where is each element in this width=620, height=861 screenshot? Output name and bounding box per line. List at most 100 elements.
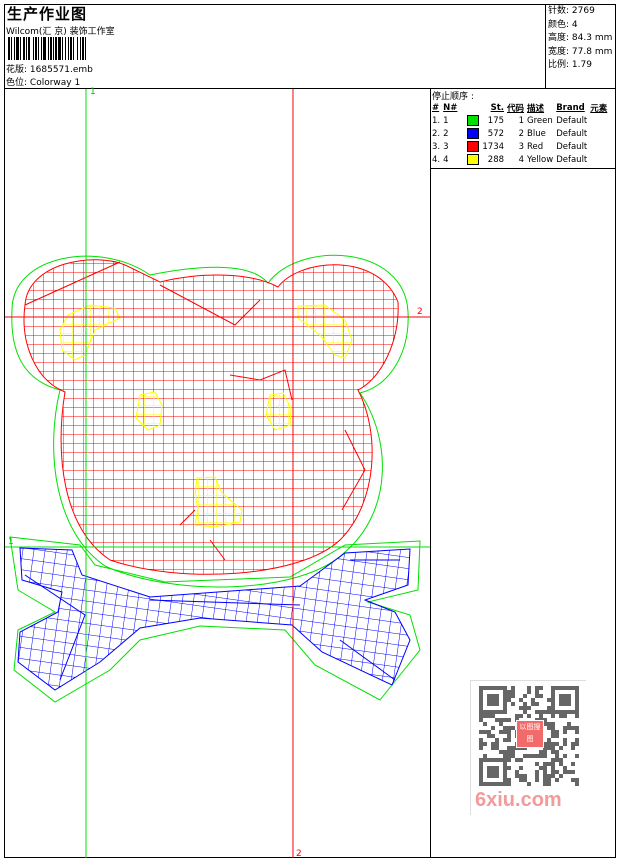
stitch-jumps-red — [24, 261, 366, 561]
qr-module — [539, 754, 543, 758]
qr-module — [571, 778, 575, 782]
qr-module — [547, 782, 551, 786]
head-outline-green — [11, 254, 409, 588]
qr-module — [567, 694, 571, 698]
row-index: 2. — [432, 128, 441, 139]
qr-module — [503, 750, 507, 754]
qr-module — [551, 722, 555, 726]
qr-module — [567, 686, 571, 690]
qr-module — [495, 770, 499, 774]
qr-module — [543, 762, 547, 766]
row-swatch — [467, 140, 482, 153]
qr-module — [535, 778, 539, 782]
qr-module — [503, 738, 507, 742]
barcode-bar — [48, 37, 49, 60]
qr-module — [523, 710, 527, 714]
qr-module — [535, 762, 539, 766]
qr-module — [503, 726, 507, 730]
qr-module — [551, 774, 555, 778]
row-index: 3. — [432, 141, 441, 152]
qr-module — [571, 686, 575, 690]
qr-module — [479, 742, 483, 746]
qr-module — [511, 754, 515, 758]
qr-module — [571, 742, 575, 746]
qr-module — [479, 706, 483, 710]
qr-module — [479, 770, 483, 774]
colorway-value: Colorway 1 — [29, 78, 81, 88]
watermark-seal: 以图搜图 — [516, 720, 544, 748]
qr-module — [563, 686, 567, 690]
qr-module — [495, 742, 499, 746]
barcode-bar — [35, 37, 37, 60]
qr-module — [551, 762, 555, 766]
col-element: 元素 — [590, 103, 608, 114]
qr-module — [559, 686, 563, 690]
qr-module — [547, 778, 551, 782]
barcode-bar — [14, 37, 15, 60]
stat-colors: 颜色: 4 — [548, 19, 612, 33]
col-index: # — [432, 102, 440, 113]
left-eye-yellow — [135, 391, 163, 431]
qr-module — [535, 774, 539, 778]
row-brand: Default — [556, 154, 588, 165]
qr-module — [527, 754, 531, 758]
qr-module — [563, 754, 567, 758]
barcode-bar — [73, 37, 74, 60]
qr-module — [551, 710, 555, 714]
qr-module — [563, 698, 567, 702]
qr-module — [503, 758, 507, 762]
qr-module — [483, 730, 487, 734]
qr-module — [479, 690, 483, 694]
qr-module — [495, 710, 499, 714]
row-code: 2 — [518, 128, 525, 139]
col-swatch — [467, 101, 482, 114]
qr-module — [551, 746, 555, 750]
qr-module — [483, 782, 487, 786]
right-ear-yellow — [297, 304, 353, 359]
qr-module — [575, 690, 579, 694]
qr-module — [575, 742, 579, 746]
qr-module — [535, 686, 539, 690]
sheet-frame — [4, 4, 616, 858]
qr-module — [503, 770, 507, 774]
qr-module — [487, 782, 491, 786]
qr-module — [507, 782, 511, 786]
qr-module — [483, 714, 487, 718]
row-stitches: 175 — [487, 115, 505, 126]
qr-module — [575, 706, 579, 710]
qr-module — [571, 762, 575, 766]
qr-module — [547, 706, 551, 710]
qr-module — [551, 726, 555, 730]
qr-module — [499, 710, 503, 714]
barcode-bar — [50, 37, 52, 60]
qr-module — [515, 714, 519, 718]
qr-module — [555, 730, 559, 734]
qr-module — [499, 782, 503, 786]
barcode-bar — [55, 37, 57, 60]
qr-module — [551, 714, 555, 718]
barcode-bar — [62, 37, 63, 60]
qr-module — [479, 710, 483, 714]
qr-module — [479, 766, 483, 770]
qr-module — [527, 686, 531, 690]
qr-module — [535, 754, 539, 758]
row-number: 3 — [443, 141, 449, 152]
qr-module — [507, 694, 511, 698]
qr-module — [551, 690, 555, 694]
table-row: 3. 3 1734 3 Red Default — [432, 140, 610, 153]
qr-module — [527, 782, 531, 786]
qr-module — [495, 702, 499, 706]
qr-module — [515, 746, 519, 750]
panel-divider — [430, 88, 431, 858]
qr-module — [527, 706, 531, 710]
qr-module — [523, 702, 527, 706]
watermark-text: 6xiu.com — [475, 789, 562, 811]
qr-module — [487, 758, 491, 762]
barcode-bar — [11, 37, 12, 60]
qr-module — [555, 686, 559, 690]
qr-module — [559, 710, 563, 714]
col-brand: Brand — [556, 102, 585, 113]
qr-module — [551, 686, 555, 690]
qr-module — [523, 706, 527, 710]
qr-module — [555, 770, 559, 774]
